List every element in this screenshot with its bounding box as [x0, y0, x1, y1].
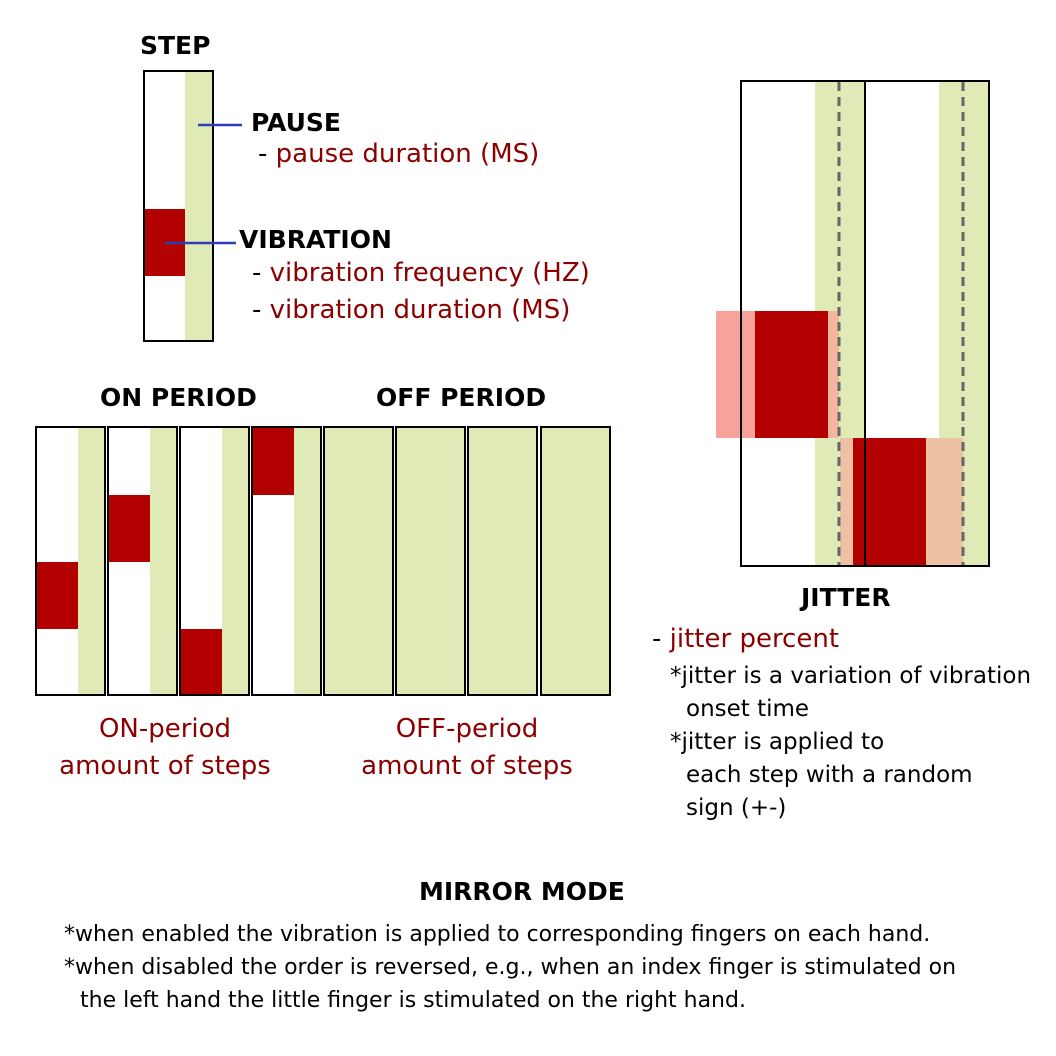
pause-label: PAUSE: [251, 108, 341, 137]
step-pause-strip: [185, 72, 212, 340]
on-period-caption-line-2: amount of steps: [59, 751, 271, 781]
step-box-border: [395, 426, 466, 696]
mirror-note-disabled-continued: the left hand the little finger is stimu…: [80, 988, 746, 1013]
jitter-vibration-right: [853, 438, 926, 565]
jitter-note-line-3: *jitter is applied to: [670, 729, 885, 755]
jitter-vibration-left: [755, 311, 828, 438]
on-step-pause-strip: [222, 428, 248, 694]
jitter-note-line-1: *jitter is a variation of vibration: [670, 663, 1032, 689]
on-step-vibration-block: [181, 629, 222, 696]
jitter-param: - jitter percent: [652, 624, 840, 654]
mirror-mode-title: MIRROR MODE: [419, 877, 625, 906]
on-step-vibration-block: [37, 562, 78, 629]
off-period-title: OFF PERIOD: [376, 383, 547, 412]
period-steps: [35, 426, 611, 696]
on-period-title: ON PERIOD: [100, 383, 257, 412]
on-step-pause-strip: [150, 428, 176, 694]
off-step-box: [324, 427, 393, 695]
on-step-vibration-block: [253, 428, 294, 495]
step-box-border: [35, 426, 106, 696]
step-illustration: [143, 70, 242, 342]
step-box-border: [540, 426, 611, 696]
on-period-caption-line-1: ON-period: [98, 714, 232, 744]
vibration-label: VIBRATION: [239, 225, 392, 254]
mirror-note-enabled: *when enabled the vibration is applied t…: [64, 922, 931, 947]
step-box-border: [323, 426, 394, 696]
vibration-param-duration: - vibration duration (MS): [252, 295, 571, 325]
off-period-caption-line-1: OFF-period: [395, 714, 539, 744]
on-step-pause-strip: [294, 428, 320, 694]
step-box-border: [467, 426, 538, 696]
off-step-box: [541, 427, 610, 695]
step-box-border: [107, 426, 178, 696]
off-step-box: [468, 427, 537, 695]
step-box-border: [251, 426, 322, 696]
step-box-border: [179, 426, 250, 696]
on-step-pause-strip: [78, 428, 104, 694]
jitter-note-line-4: each step with a random: [686, 762, 973, 788]
step-title: STEP: [140, 31, 211, 60]
jitter-step-right-border: [864, 80, 990, 567]
off-step-box: [396, 427, 465, 695]
off-period-caption-line-2: amount of steps: [361, 751, 573, 781]
vibration-param-frequency: - vibration frequency (HZ): [252, 258, 590, 288]
on-step-vibration-block: [109, 495, 150, 562]
jitter-note-line-5: sign (+-): [686, 795, 787, 821]
pause-param: - pause duration (MS): [258, 139, 540, 169]
jitter-illustration: [716, 80, 990, 567]
jitter-title: JITTER: [801, 583, 891, 612]
mirror-note-disabled: *when disabled the order is reversed, e.…: [64, 955, 957, 980]
jitter-note-line-2: onset time: [686, 696, 810, 722]
